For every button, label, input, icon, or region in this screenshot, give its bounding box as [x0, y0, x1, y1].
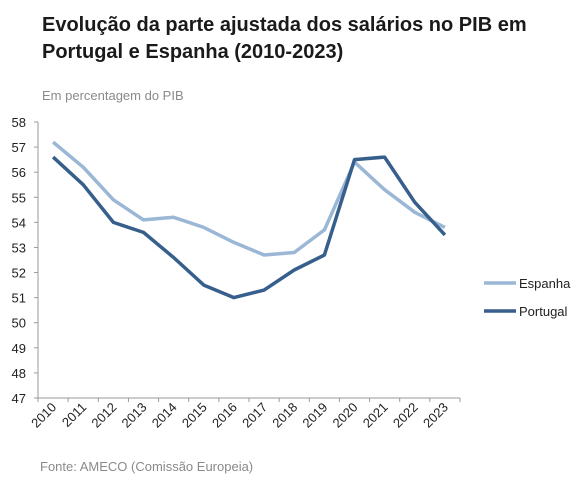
chart-subtitle: Em percentagem do PIB — [42, 88, 184, 103]
legend-label-portugal: Portugal — [519, 304, 568, 319]
x-tick-label: 2017 — [239, 400, 270, 431]
y-tick-label: 58 — [12, 115, 26, 130]
x-tick-label: 2022 — [390, 400, 421, 431]
y-tick-label: 49 — [12, 341, 26, 356]
x-tick-label: 2012 — [88, 400, 119, 431]
y-tick-label: 48 — [12, 366, 26, 381]
x-tick-label: 2011 — [59, 400, 89, 430]
y-tick-label: 53 — [12, 240, 26, 255]
x-tick-label: 2023 — [420, 400, 451, 431]
series-line-portugal — [51, 155, 447, 300]
y-tick-label: 55 — [12, 190, 26, 205]
x-tick-label: 2010 — [28, 400, 59, 431]
chart-series — [51, 140, 447, 300]
chart-legend: Espanha Portugal — [484, 276, 571, 319]
x-tick-label: 2020 — [330, 400, 361, 431]
y-tick-label: 52 — [12, 266, 26, 281]
y-tick-label: 51 — [12, 291, 26, 306]
chart-title: Evolução da parte ajustada dos salários … — [42, 14, 527, 63]
source-note: Fonte: AMECO (Comissão Europeia) — [40, 459, 254, 474]
legend-label-espanha: Espanha — [519, 276, 571, 291]
x-tick-label: 2016 — [209, 400, 240, 431]
x-tick-label: 2013 — [119, 400, 150, 431]
x-tick-label: 2018 — [269, 400, 300, 431]
x-tick-label: 2014 — [149, 400, 180, 431]
x-tick-label: 2015 — [179, 400, 210, 431]
y-tick-label: 56 — [12, 165, 26, 180]
y-tick-label: 50 — [12, 316, 26, 331]
y-tick-label: 57 — [12, 140, 26, 155]
y-tick-label: 47 — [12, 391, 26, 406]
series-line-espanha — [51, 140, 446, 257]
x-tick-label: 2019 — [299, 400, 330, 431]
y-tick-label: 54 — [12, 215, 26, 230]
x-tick-label: 2021 — [360, 400, 391, 431]
